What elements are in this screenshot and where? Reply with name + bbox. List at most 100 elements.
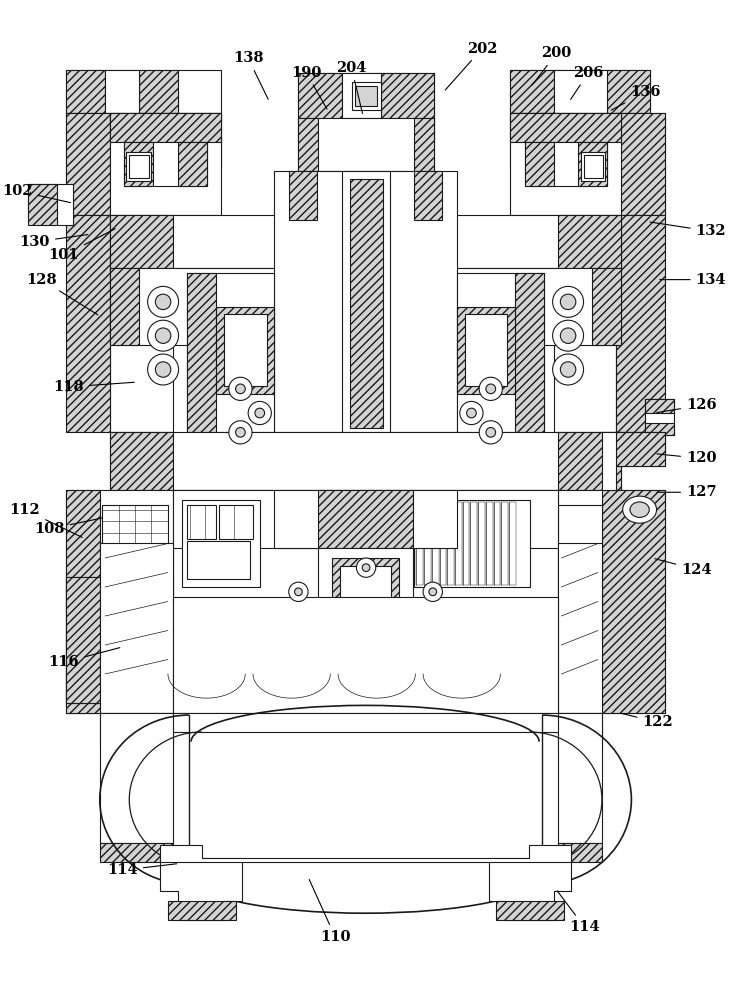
Polygon shape xyxy=(178,142,206,186)
Bar xyxy=(440,502,446,585)
Bar xyxy=(424,502,431,585)
Polygon shape xyxy=(66,70,221,113)
Circle shape xyxy=(553,286,583,317)
Text: 114: 114 xyxy=(107,863,176,877)
Text: 112: 112 xyxy=(9,503,82,537)
Polygon shape xyxy=(28,184,73,225)
Polygon shape xyxy=(66,70,105,113)
Circle shape xyxy=(479,421,502,444)
Polygon shape xyxy=(125,142,206,186)
Polygon shape xyxy=(350,179,383,428)
Polygon shape xyxy=(607,70,650,113)
Circle shape xyxy=(561,362,576,377)
Polygon shape xyxy=(558,215,621,268)
Bar xyxy=(486,502,493,585)
Text: 138: 138 xyxy=(233,51,268,99)
Text: 127: 127 xyxy=(657,485,717,499)
Polygon shape xyxy=(105,70,139,113)
Circle shape xyxy=(148,286,179,317)
Polygon shape xyxy=(66,113,221,432)
Polygon shape xyxy=(101,543,173,713)
Ellipse shape xyxy=(623,496,657,523)
Polygon shape xyxy=(298,118,318,171)
Polygon shape xyxy=(224,314,267,386)
Bar xyxy=(502,502,508,585)
Polygon shape xyxy=(510,70,553,113)
Circle shape xyxy=(289,582,308,601)
Polygon shape xyxy=(289,171,317,220)
Bar xyxy=(351,82,381,110)
Bar xyxy=(102,505,168,572)
Polygon shape xyxy=(515,273,544,432)
Circle shape xyxy=(561,294,576,310)
Polygon shape xyxy=(558,490,665,713)
Circle shape xyxy=(486,428,496,437)
Circle shape xyxy=(155,294,171,310)
Text: 122: 122 xyxy=(621,713,674,729)
Bar xyxy=(356,86,377,106)
Circle shape xyxy=(148,320,179,351)
Polygon shape xyxy=(66,490,173,713)
Text: 116: 116 xyxy=(48,648,120,669)
Polygon shape xyxy=(645,399,674,413)
Bar xyxy=(129,155,149,178)
Polygon shape xyxy=(110,113,221,215)
Bar xyxy=(416,502,423,585)
Text: 202: 202 xyxy=(445,42,497,90)
Circle shape xyxy=(229,421,252,444)
Polygon shape xyxy=(101,843,173,862)
Polygon shape xyxy=(110,113,221,142)
Polygon shape xyxy=(101,713,602,746)
Circle shape xyxy=(362,564,370,572)
Circle shape xyxy=(235,428,245,437)
Text: 102: 102 xyxy=(2,184,71,203)
Polygon shape xyxy=(160,858,242,920)
Text: 126: 126 xyxy=(657,398,717,413)
Polygon shape xyxy=(217,307,274,394)
Polygon shape xyxy=(66,113,110,215)
Bar xyxy=(187,541,250,579)
Bar xyxy=(470,502,477,585)
Polygon shape xyxy=(558,543,602,713)
Circle shape xyxy=(553,320,583,351)
Text: 130: 130 xyxy=(20,235,88,249)
Polygon shape xyxy=(340,566,391,693)
Circle shape xyxy=(255,408,265,418)
Polygon shape xyxy=(558,713,602,843)
Polygon shape xyxy=(298,73,342,142)
Bar xyxy=(463,502,469,585)
Circle shape xyxy=(486,384,496,394)
Polygon shape xyxy=(318,490,413,548)
Polygon shape xyxy=(617,432,665,466)
Polygon shape xyxy=(298,118,434,171)
Polygon shape xyxy=(110,268,621,345)
Bar xyxy=(494,502,500,585)
Bar xyxy=(187,505,217,539)
Bar xyxy=(558,505,602,640)
Polygon shape xyxy=(274,490,457,548)
Polygon shape xyxy=(173,490,558,543)
Text: 108: 108 xyxy=(34,518,102,536)
Text: 136: 136 xyxy=(611,85,660,110)
Bar xyxy=(645,399,674,435)
Polygon shape xyxy=(28,184,57,225)
Polygon shape xyxy=(342,171,390,432)
Circle shape xyxy=(467,408,476,418)
Polygon shape xyxy=(578,142,607,186)
Polygon shape xyxy=(110,268,139,345)
Polygon shape xyxy=(125,142,153,186)
Circle shape xyxy=(155,362,171,377)
Polygon shape xyxy=(160,845,571,862)
Polygon shape xyxy=(602,432,665,490)
Polygon shape xyxy=(592,268,621,345)
Text: 204: 204 xyxy=(336,61,367,114)
Bar xyxy=(448,502,454,585)
Circle shape xyxy=(561,328,576,343)
Polygon shape xyxy=(168,901,235,920)
Bar xyxy=(581,152,605,181)
Polygon shape xyxy=(414,171,443,220)
Circle shape xyxy=(460,401,483,425)
Polygon shape xyxy=(110,432,621,490)
Bar xyxy=(414,500,531,587)
Polygon shape xyxy=(558,843,602,862)
